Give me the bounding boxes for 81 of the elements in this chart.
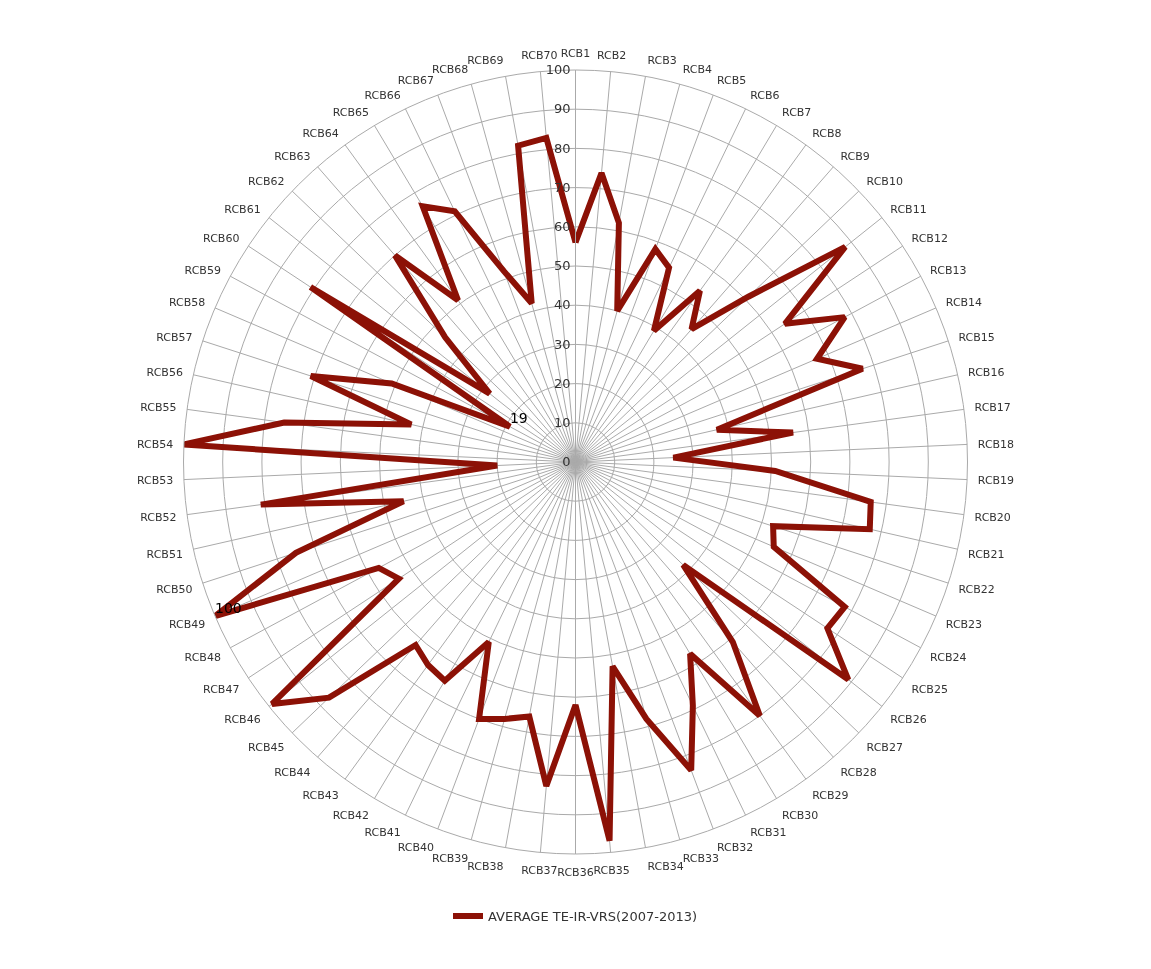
spoke-label: RCB28 [840, 766, 877, 780]
y-tick-label: 0 [562, 454, 571, 470]
y-tick-label: 50 [553, 258, 571, 274]
spoke-label: RCB2 [596, 49, 627, 63]
spoke-label: RCB55 [140, 401, 177, 415]
spoke-label: RCB53 [136, 474, 174, 488]
spoke-label: RCB33 [682, 851, 719, 865]
spoke-label: RCB44 [274, 766, 311, 780]
spoke-label: RCB4 [682, 62, 712, 76]
spoke-label: RCB20 [974, 511, 1011, 525]
spoke-label: RCB63 [274, 149, 311, 163]
spoke-label: RCB47 [203, 683, 240, 697]
spoke-label: RCB50 [156, 583, 193, 597]
spoke-label: RCB52 [140, 511, 177, 525]
spoke-label: RCB41 [364, 826, 401, 840]
y-tick-label: 30 [553, 336, 571, 352]
spoke-label: RCB26 [890, 712, 927, 726]
spoke-label: RCB24 [930, 651, 967, 665]
spoke-label: RCB17 [974, 401, 1011, 415]
spoke-label: RCB23 [945, 618, 983, 632]
spoke-label: RCB5 [717, 74, 747, 88]
spoke-label: RCB45 [248, 740, 285, 754]
spoke-label: RCB57 [156, 330, 193, 344]
y-tick-label: 40 [553, 297, 571, 313]
spoke-label: RCB40 [397, 840, 434, 854]
spoke-label: RCB64 [302, 126, 339, 140]
spoke-label: RCB19 [977, 474, 1015, 488]
spoke-label: RCB56 [146, 365, 183, 379]
spoke-label: RCB8 [812, 126, 842, 140]
spoke-label: RCB7 [782, 106, 812, 120]
y-tick-label: 10 [553, 415, 571, 431]
spoke-label: RCB21 [968, 547, 1005, 561]
spoke-label: RCB22 [958, 583, 995, 597]
spoke-label: RCB6 [750, 88, 780, 102]
spoke-label: RCB9 [840, 149, 870, 163]
spoke-label: RCB43 [302, 788, 339, 802]
spoke-label: RCB30 [782, 809, 819, 823]
spoke-label: RCB29 [812, 788, 849, 802]
spoke-label: RCB16 [968, 365, 1005, 379]
spoke-label: RCB27 [866, 740, 903, 754]
legend-label: AVERAGE TE-IR-VRS(2007-2013) [488, 909, 698, 925]
spoke-label: RCB34 [647, 859, 684, 873]
spoke-label: RCB59 [184, 263, 221, 277]
spoke-label: RCB37 [521, 864, 558, 878]
y-tick-label: 90 [553, 101, 571, 117]
spoke-label: RCB51 [146, 547, 183, 561]
spoke-label: RCB18 [977, 437, 1015, 451]
spoke-label: RCB54 [136, 437, 174, 451]
spoke-label: RCB38 [467, 859, 504, 873]
spoke-label: RCB11 [890, 202, 927, 216]
spoke-label: RCB69 [467, 54, 504, 68]
spoke-label: RCB39 [432, 851, 469, 865]
spoke-label: RCB60 [203, 232, 240, 246]
spoke-label: RCB32 [717, 840, 754, 854]
spoke-label: RCB42 [332, 809, 369, 823]
spoke-label: RCB31 [750, 826, 787, 840]
spoke-label: RCB1 [560, 47, 591, 61]
spoke-label: RCB68 [432, 62, 469, 76]
spoke-label: RCB62 [248, 174, 285, 188]
spoke-label: RCB14 [945, 296, 983, 310]
spoke-label: RCB49 [168, 618, 206, 632]
spoke-label: RCB3 [647, 54, 677, 68]
y-tick-label: 100 [545, 62, 571, 78]
data-label: 19 [509, 410, 528, 427]
spoke-label: RCB58 [168, 296, 206, 310]
spoke-label: RCB15 [958, 330, 995, 344]
spoke-label: RCB13 [930, 263, 967, 277]
spoke-label: RCB10 [866, 174, 903, 188]
spoke-label: RCB48 [184, 651, 221, 665]
spoke-label: RCB12 [911, 232, 948, 246]
y-tick-label: 80 [553, 140, 571, 156]
spoke-label: RCB61 [224, 202, 261, 216]
spoke-label: RCB66 [364, 88, 401, 102]
spoke-label: RCB35 [593, 864, 630, 878]
spoke-label: RCB36 [557, 865, 594, 879]
spoke-label: RCB65 [332, 106, 369, 120]
spoke-label: RCB70 [521, 49, 558, 63]
spoke-label: RCB25 [911, 683, 948, 697]
spoke-label: RCB46 [224, 712, 261, 726]
y-tick-label: 20 [553, 375, 571, 391]
spoke-label: RCB67 [397, 74, 434, 88]
